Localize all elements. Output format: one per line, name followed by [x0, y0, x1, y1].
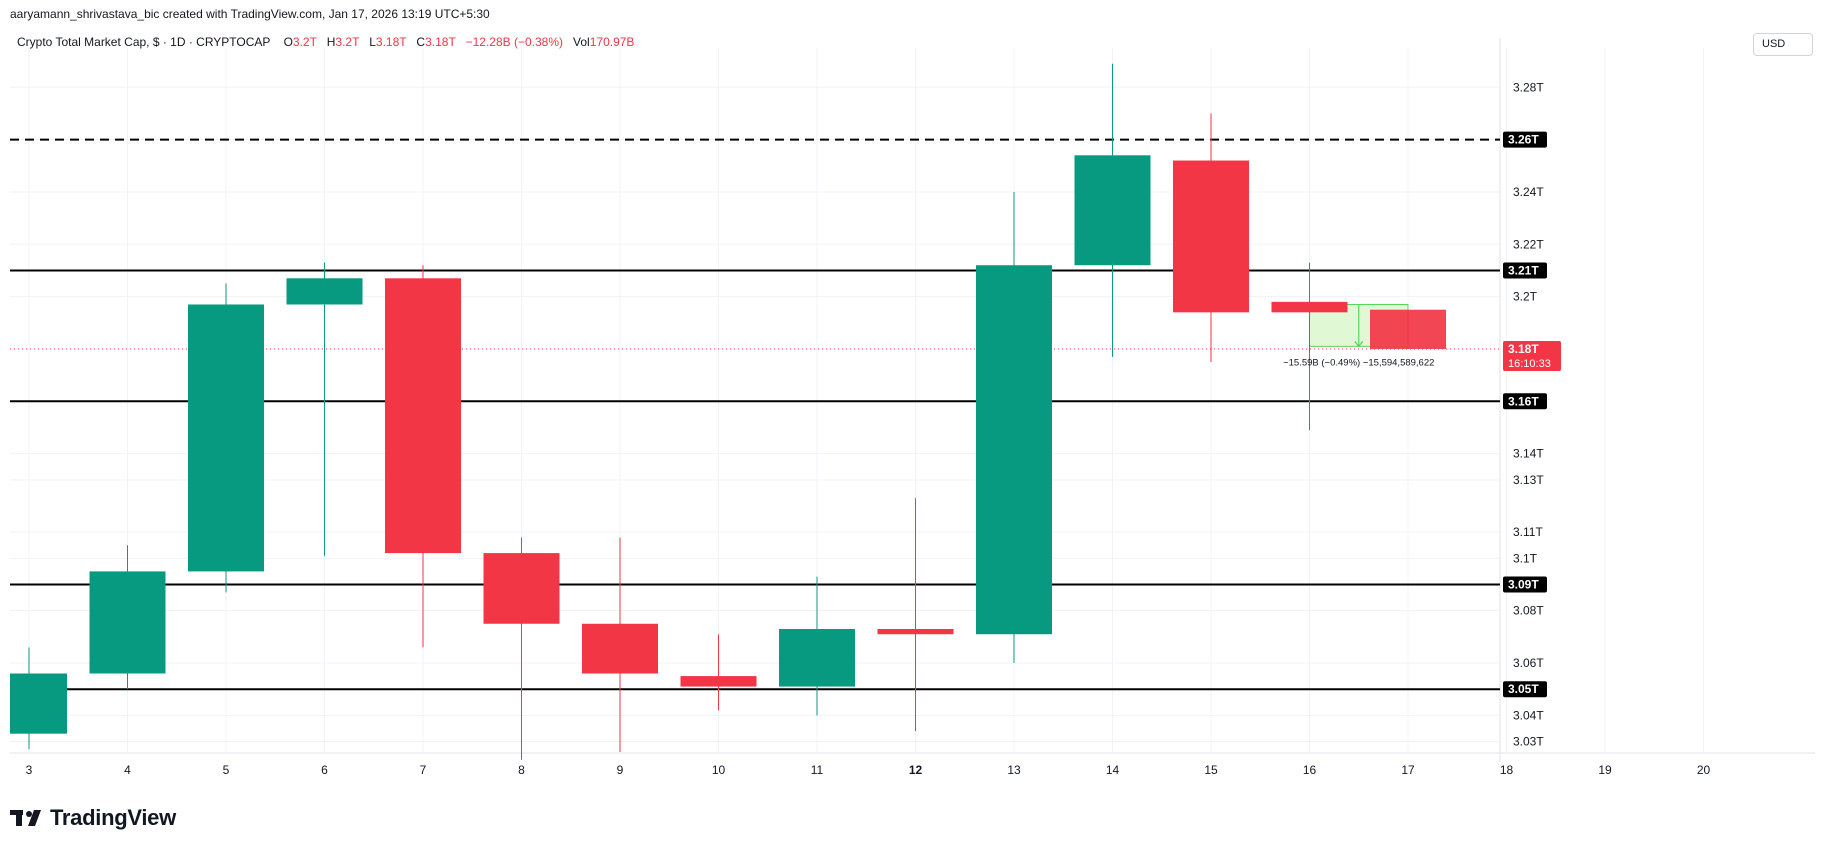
- level-label: 3.21T: [1508, 263, 1539, 277]
- y-tick-label: 3.13T: [1513, 473, 1544, 487]
- open-label: O: [283, 35, 293, 49]
- candle-body: [1271, 301, 1348, 313]
- x-tick-label: 6: [321, 763, 328, 777]
- level-label: 3.16T: [1508, 394, 1539, 408]
- candle: [976, 191, 1052, 664]
- level-label: 3.09T: [1508, 578, 1539, 592]
- high-value: 3.2T: [335, 35, 360, 49]
- candle: [779, 576, 855, 716]
- tradingview-logo-icon: [10, 810, 41, 826]
- candle: [582, 537, 658, 752]
- x-tick-label: 5: [223, 763, 230, 777]
- x-tick-label: 16: [1303, 763, 1317, 777]
- measure-label: −15.59B (−0.49%) −15,594,589,622: [1283, 357, 1434, 368]
- candle: [1370, 309, 1446, 349]
- x-tick-label: 7: [420, 763, 427, 777]
- candle-body: [877, 628, 954, 635]
- candle: [385, 265, 461, 648]
- open-value: 3.2T: [292, 35, 317, 49]
- high-label: H: [326, 35, 336, 49]
- close-label: C: [416, 35, 426, 49]
- candle-body: [10, 673, 67, 734]
- volume-label: Vol: [573, 35, 590, 49]
- candle-body: [1173, 160, 1249, 313]
- candle-body: [976, 265, 1052, 635]
- y-tick-label: 3.28T: [1513, 80, 1544, 94]
- x-tick-label: 17: [1401, 763, 1415, 777]
- x-tick-label: 10: [712, 763, 726, 777]
- x-tick-label: 13: [1007, 763, 1021, 777]
- symbol-legend: Crypto Total Market Cap, $ · 1D · CRYPTO…: [17, 35, 634, 49]
- x-tick-label: 18: [1500, 763, 1514, 777]
- current-price-label: 3.18T: [1508, 342, 1539, 356]
- x-tick-label: 3: [26, 763, 33, 777]
- y-tick-label: 3.08T: [1513, 604, 1544, 618]
- level-label-bg: [1503, 262, 1547, 279]
- x-tick-label: 20: [1697, 763, 1711, 777]
- current-price-badge: [1503, 340, 1561, 371]
- candle: [1074, 63, 1151, 357]
- level-label: 3.05T: [1508, 682, 1539, 696]
- candle-body: [483, 553, 560, 624]
- close-value: 3.18T: [425, 35, 456, 49]
- candle: [188, 283, 264, 593]
- y-tick-label: 3.24T: [1513, 185, 1544, 199]
- y-tick-label: 3.2T: [1513, 290, 1538, 304]
- candle-body: [779, 628, 855, 687]
- level-label-bg: [1503, 393, 1547, 410]
- candle-body: [286, 278, 363, 305]
- y-tick-label: 3.11T: [1513, 525, 1543, 539]
- level-label-bg: [1503, 576, 1547, 593]
- change-value: −12.28B (−0.38%): [465, 35, 563, 49]
- candle-body: [1074, 155, 1151, 266]
- low-label: L: [369, 35, 376, 49]
- x-tick-label: 4: [124, 763, 131, 777]
- x-tick-label: 19: [1598, 763, 1612, 777]
- y-tick-label: 3.03T: [1513, 735, 1544, 749]
- y-tick-label: 3.06T: [1513, 656, 1544, 670]
- x-tick-label: 11: [811, 763, 824, 777]
- low-value: 3.18T: [375, 35, 407, 49]
- x-tick-label: 15: [1204, 763, 1218, 777]
- y-tick-label: 3.22T: [1513, 237, 1544, 251]
- x-tick-label: 12: [909, 763, 923, 777]
- candlestick-chart[interactable]: 3 4 5 6 7 8 9 10 11 12 13 14 15 16 17 18 19 20 3.28T 3.26T 3…: [0, 0, 1825, 800]
- candle: [10, 647, 67, 750]
- candle: [89, 545, 166, 690]
- volume-value: 170.97B: [589, 35, 635, 49]
- y-tick-label: 3.14T: [1513, 447, 1544, 461]
- level-label-bg: [1503, 131, 1547, 148]
- candle-body: [89, 571, 166, 674]
- currency-button[interactable]: USD: [1753, 33, 1813, 56]
- candle-body: [582, 623, 658, 674]
- level-label: 3.26T: [1508, 133, 1539, 147]
- candle: [1173, 113, 1249, 363]
- x-tick-label: 9: [617, 763, 624, 777]
- candle-body: [385, 278, 461, 554]
- x-tick-label: 8: [518, 763, 525, 777]
- candle: [1271, 262, 1348, 431]
- candle: [680, 634, 757, 711]
- candle-body: [188, 304, 264, 572]
- x-tick-label: 14: [1106, 763, 1120, 777]
- y-tick-label: 3.1T: [1513, 551, 1538, 565]
- bar-countdown-label: 16:10:33: [1508, 358, 1551, 370]
- chart-grid: [10, 48, 1704, 752]
- level-label-bg: [1503, 681, 1547, 698]
- candle-body: [680, 676, 757, 687]
- chart-attribution: aaryamann_shrivastava_bic created with T…: [10, 7, 490, 21]
- y-tick-label: 3.04T: [1513, 708, 1544, 722]
- symbol-name[interactable]: Crypto Total Market Cap, $ · 1D · CRYPTO…: [17, 35, 271, 49]
- candle: [877, 498, 954, 732]
- candle: [483, 537, 560, 760]
- tradingview-brand: TradingView: [10, 805, 176, 831]
- candle-body: [1370, 309, 1446, 349]
- candle: [286, 262, 363, 556]
- measure-arrow-head: [1354, 340, 1364, 348]
- brand-name: TradingView: [50, 805, 176, 830]
